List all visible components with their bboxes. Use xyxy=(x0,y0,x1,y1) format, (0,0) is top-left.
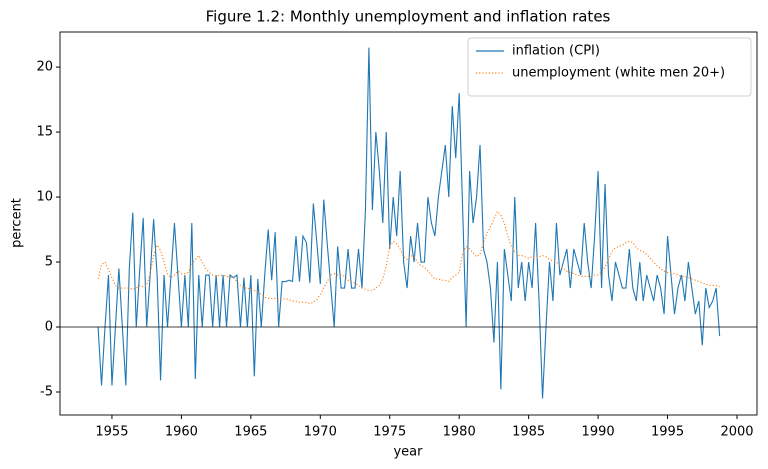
x-tick-label: 1955 xyxy=(95,425,128,440)
x-tick-label: 2000 xyxy=(720,425,753,440)
x-tick-label: 1990 xyxy=(582,425,615,440)
plot-frame xyxy=(59,31,758,416)
x-tick-label: 1965 xyxy=(234,425,267,440)
x-tick-label: 1970 xyxy=(304,425,337,440)
legend-label: unemployment (white men 20+) xyxy=(512,66,725,81)
y-tick-label: 20 xyxy=(36,60,53,75)
y-tick-label: 5 xyxy=(45,255,53,270)
x-axis-label: year xyxy=(393,445,423,460)
x-tick-label: 1980 xyxy=(443,425,476,440)
x-tick-label: 1975 xyxy=(373,425,406,440)
data-line xyxy=(97,210,720,305)
x-tick-label: 1995 xyxy=(651,425,684,440)
chart-title: Figure 1.2: Monthly unemployment and inf… xyxy=(206,8,611,26)
y-tick-label: 0 xyxy=(45,320,53,335)
x-tick-label: 1960 xyxy=(165,425,198,440)
y-tick-label: 15 xyxy=(36,125,53,140)
legend-label: inflation (CPI) xyxy=(512,44,600,59)
data-line xyxy=(97,47,721,399)
y-tick-label: 10 xyxy=(36,190,53,205)
y-tick-label: -5 xyxy=(40,384,53,399)
legend-box xyxy=(467,37,752,97)
x-tick-label: 1985 xyxy=(512,425,545,440)
y-axis-label: percent xyxy=(10,198,25,248)
